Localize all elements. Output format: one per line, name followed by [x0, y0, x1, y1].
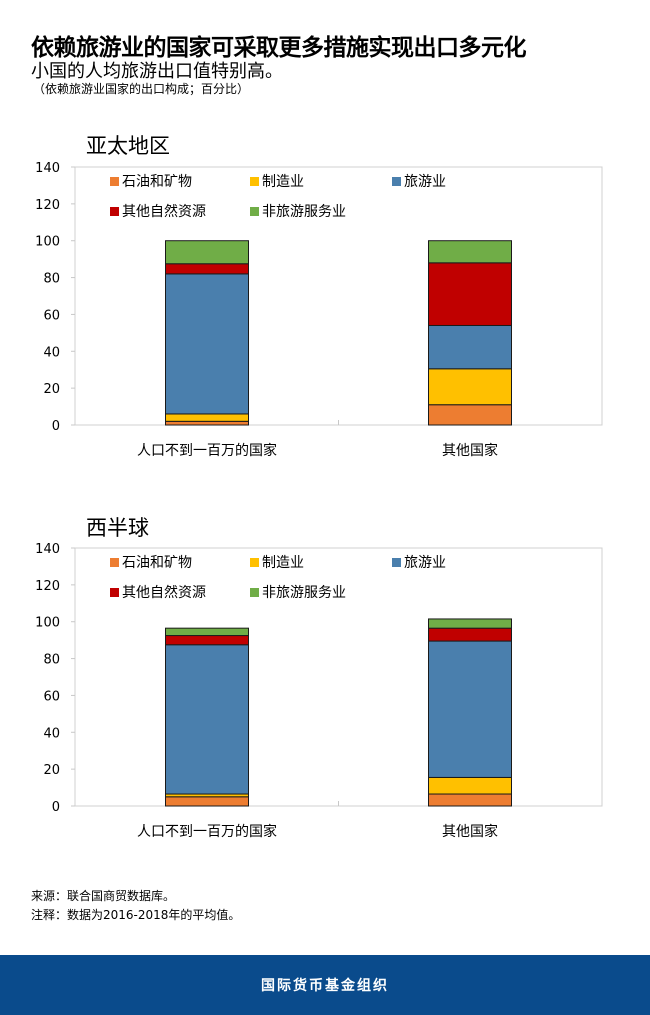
imf-brand: 国际货币基金组织	[261, 978, 389, 994]
y-tick-label: 120	[35, 579, 60, 594]
legend-label-non_tourism_services: 非旅游服务业	[262, 585, 346, 601]
footer-bar: 国际货币基金组织	[0, 955, 650, 1015]
chart-asia-pacific: 0 20 40 60 80 100 120 140 人口不到一百万的国家 其他国家 石油和矿物 制造业…	[35, 161, 603, 459]
bar-segment-non_tourism_services	[165, 240, 249, 265]
x-category-label: 其他国家	[442, 442, 498, 459]
y-tick-label: 100	[35, 235, 60, 250]
y-tick-label: 40	[43, 345, 60, 360]
y-tick-label: 0	[52, 800, 60, 815]
y-tick-label: 20	[43, 382, 60, 397]
bar-segment-manufacturing	[428, 776, 512, 795]
legend-label-other_natural: 其他自然资源	[122, 203, 206, 220]
legend-swatch-oil	[110, 558, 119, 567]
bar-segment-tourism	[428, 324, 512, 370]
legend-label-manufacturing: 制造业	[262, 555, 304, 571]
bar-segment-non_tourism_services	[165, 627, 249, 637]
chart-title: 依赖旅游业的国家可采取更多措施实现出口多元化	[31, 35, 527, 61]
legend-label-tourism: 旅游业	[404, 555, 446, 571]
y-tick-label: 140	[35, 161, 60, 176]
bar-segment-non_tourism_services	[428, 240, 512, 264]
bar-segment-other_natural	[428, 627, 512, 642]
y-tick-label: 140	[35, 542, 60, 557]
chart-note: （依赖旅游业国家的出口构成；百分比）	[33, 82, 250, 96]
bar-segment-oil	[165, 420, 249, 426]
legend-label-oil: 石油和矿物	[122, 174, 192, 190]
bar-segment-other_natural	[165, 263, 249, 275]
bar-segment-oil	[428, 404, 512, 426]
source-note: 来源：联合国商贸数据库。	[31, 889, 176, 903]
legend-swatch-tourism	[392, 558, 401, 567]
x-category-label: 人口不到一百万的国家	[137, 442, 277, 459]
y-tick-label: 80	[43, 272, 60, 287]
y-tick-label: 80	[43, 653, 60, 668]
y-tick-label: 20	[43, 763, 60, 778]
bar-segment-oil	[165, 796, 249, 807]
legend-label-non_tourism_services: 非旅游服务业	[262, 204, 346, 220]
bar-segment-non_tourism_services	[428, 618, 512, 629]
legend-swatch-other_natural	[110, 588, 119, 597]
legend-label-oil: 石油和矿物	[122, 555, 192, 571]
bar-segment-tourism	[165, 644, 249, 795]
legend-label-tourism: 旅游业	[404, 174, 446, 190]
legend-swatch-oil	[110, 177, 119, 186]
footnote: 注释：数据为2016-2018年的平均值。	[31, 908, 241, 922]
bar-segment-manufacturing	[165, 413, 249, 422]
legend-label-other_natural: 其他自然资源	[122, 584, 206, 601]
bar-segment-other_natural	[428, 262, 512, 326]
chart-subtitle: 小国的人均旅游出口值特别高。	[31, 61, 283, 82]
panel-title-western-hemisphere: 西半球	[86, 516, 149, 540]
y-tick-label: 100	[35, 616, 60, 631]
legend-swatch-manufacturing	[250, 177, 259, 186]
bar-segment-other_natural	[165, 635, 249, 646]
y-tick-label: 60	[43, 308, 60, 323]
x-category-label: 人口不到一百万的国家	[137, 823, 277, 840]
chart-western-hemisphere: 0 20 40 60 80 100 120 140 人口不到一百万的国家 其他国家 石油和矿物 制造业…	[35, 542, 603, 840]
y-tick-label: 40	[43, 726, 60, 741]
legend-swatch-other_natural	[110, 207, 119, 216]
y-tick-label: 120	[35, 198, 60, 213]
panel-title-asia-pacific: 亚太地区	[86, 134, 170, 158]
y-tick-label: 60	[43, 689, 60, 704]
x-category-label: 其他国家	[442, 823, 498, 840]
legend-swatch-non_tourism_services	[250, 207, 259, 216]
legend-label-manufacturing: 制造业	[262, 174, 304, 190]
bar-segment-manufacturing	[428, 368, 512, 406]
bar-segment-oil	[428, 793, 512, 807]
y-tick-label: 0	[52, 419, 60, 434]
bar-segment-tourism	[165, 273, 249, 415]
legend-swatch-manufacturing	[250, 558, 259, 567]
legend-swatch-non_tourism_services	[250, 588, 259, 597]
legend-swatch-tourism	[392, 177, 401, 186]
bar-segment-tourism	[428, 640, 512, 778]
